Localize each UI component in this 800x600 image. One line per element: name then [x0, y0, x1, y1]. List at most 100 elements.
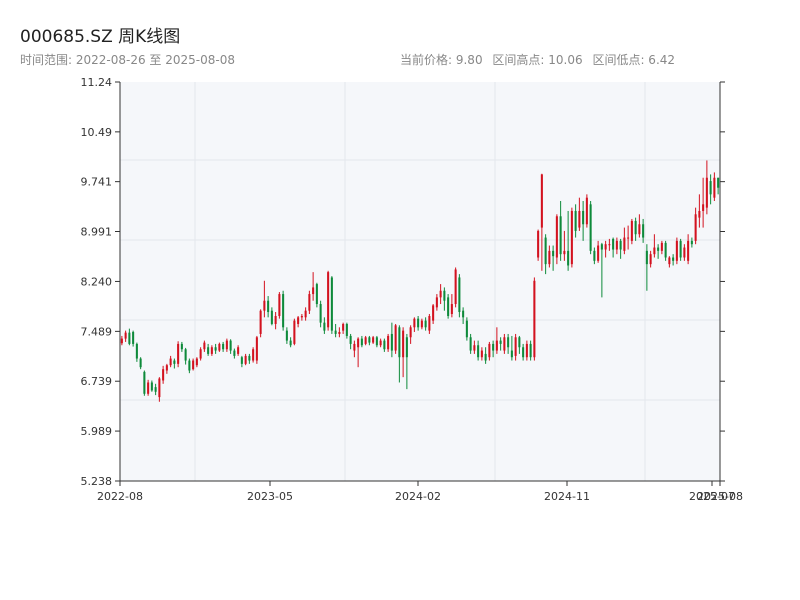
candle	[675, 237, 678, 265]
candle	[649, 250, 652, 268]
candle	[154, 383, 157, 396]
candle	[214, 343, 217, 354]
candle	[687, 234, 690, 265]
candle	[124, 330, 127, 342]
candle	[300, 314, 303, 321]
candle	[488, 341, 491, 361]
candle-body	[492, 343, 495, 351]
candle-body	[308, 294, 311, 311]
candle	[630, 218, 633, 245]
candle	[199, 347, 202, 361]
candle	[319, 300, 322, 328]
range-high-label: 区间高点: 10.06	[492, 53, 583, 67]
candle	[507, 333, 510, 354]
candle-body	[375, 337, 378, 346]
candle-body	[548, 250, 551, 265]
candle-body	[702, 204, 705, 211]
candle	[128, 328, 131, 346]
candle	[702, 177, 705, 228]
candle	[259, 309, 262, 338]
candle-body	[417, 318, 420, 328]
candle	[619, 238, 622, 259]
candle-body	[263, 300, 266, 311]
candle-body	[709, 181, 712, 195]
y-tick-label: 6.739	[81, 375, 113, 388]
x-tick-label: 2022-08	[97, 490, 143, 503]
x-tick-label: 2024-02	[395, 490, 441, 503]
candle	[480, 347, 483, 361]
candle-body	[402, 330, 405, 358]
candle	[263, 280, 266, 318]
candle-body	[559, 216, 562, 255]
candle-body	[428, 316, 431, 331]
candle	[285, 327, 288, 344]
candle-body	[514, 337, 517, 356]
candle	[368, 335, 371, 346]
candle	[293, 318, 296, 346]
candle-body	[600, 244, 603, 250]
candle	[338, 327, 341, 338]
candle	[450, 294, 453, 318]
candle-body	[278, 294, 281, 317]
candle	[375, 335, 378, 348]
candle	[717, 177, 720, 195]
candle-body	[372, 337, 375, 343]
candle-body	[357, 338, 360, 348]
candle	[555, 214, 558, 265]
candle	[255, 335, 258, 364]
candle	[503, 333, 506, 354]
candle-body	[687, 240, 690, 261]
candle	[540, 173, 543, 271]
price-stats: 当前价格: 9.80 区间高点: 10.06 区间低点: 6.42	[400, 51, 681, 68]
candle-body	[379, 340, 382, 346]
y-tick-label: 9.741	[81, 176, 113, 189]
candle-body	[413, 318, 416, 328]
candle-body	[619, 240, 622, 250]
candle	[345, 322, 348, 339]
candle-body	[683, 247, 686, 258]
candle-body	[128, 332, 131, 344]
candle	[597, 240, 600, 263]
candle	[548, 245, 551, 268]
candle	[705, 160, 708, 215]
candle	[465, 317, 468, 341]
candle-body	[345, 323, 348, 336]
candle-body	[353, 343, 356, 351]
candle-body	[394, 325, 397, 351]
candle	[642, 218, 645, 243]
candle-body	[342, 323, 345, 331]
candle-body	[222, 343, 225, 350]
candle-body	[705, 177, 708, 208]
y-tick-label: 11.24	[81, 76, 113, 89]
candle	[608, 238, 611, 251]
candle-body	[698, 210, 701, 218]
candle	[447, 294, 450, 319]
candle-body	[660, 242, 663, 251]
candle	[405, 333, 408, 390]
candle-body	[195, 358, 198, 366]
candle-body	[544, 237, 547, 265]
candle	[394, 323, 397, 354]
candle-body	[540, 174, 543, 228]
candle	[278, 292, 281, 319]
candle	[184, 347, 187, 365]
candle	[177, 341, 180, 368]
candle	[454, 267, 457, 308]
time-range-label: 时间范围: 2022-08-26 至 2025-08-08	[20, 53, 235, 67]
candle	[589, 200, 592, 255]
candle-body	[124, 332, 127, 339]
y-tick-label: 5.989	[81, 425, 113, 438]
candle-body	[203, 342, 206, 350]
candle-body	[162, 369, 165, 381]
candle-body	[259, 310, 262, 334]
candle-body	[570, 210, 573, 265]
candle	[623, 227, 626, 255]
candle	[147, 379, 150, 396]
candle-body	[390, 333, 393, 351]
candle-body	[533, 280, 536, 358]
candle	[229, 339, 232, 354]
candle	[420, 318, 423, 330]
candle-body	[147, 382, 150, 394]
candle-body	[567, 250, 570, 266]
